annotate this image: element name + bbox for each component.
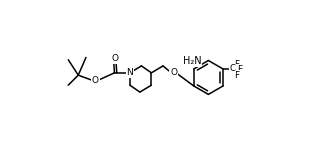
Text: F: F bbox=[234, 60, 239, 69]
Text: O: O bbox=[92, 76, 99, 85]
Text: C: C bbox=[229, 65, 235, 74]
Text: O: O bbox=[170, 68, 177, 77]
Text: F: F bbox=[234, 71, 239, 80]
Text: F: F bbox=[237, 65, 242, 74]
Text: H₂N: H₂N bbox=[183, 56, 202, 66]
Text: N: N bbox=[126, 68, 133, 77]
Text: O: O bbox=[112, 54, 119, 63]
